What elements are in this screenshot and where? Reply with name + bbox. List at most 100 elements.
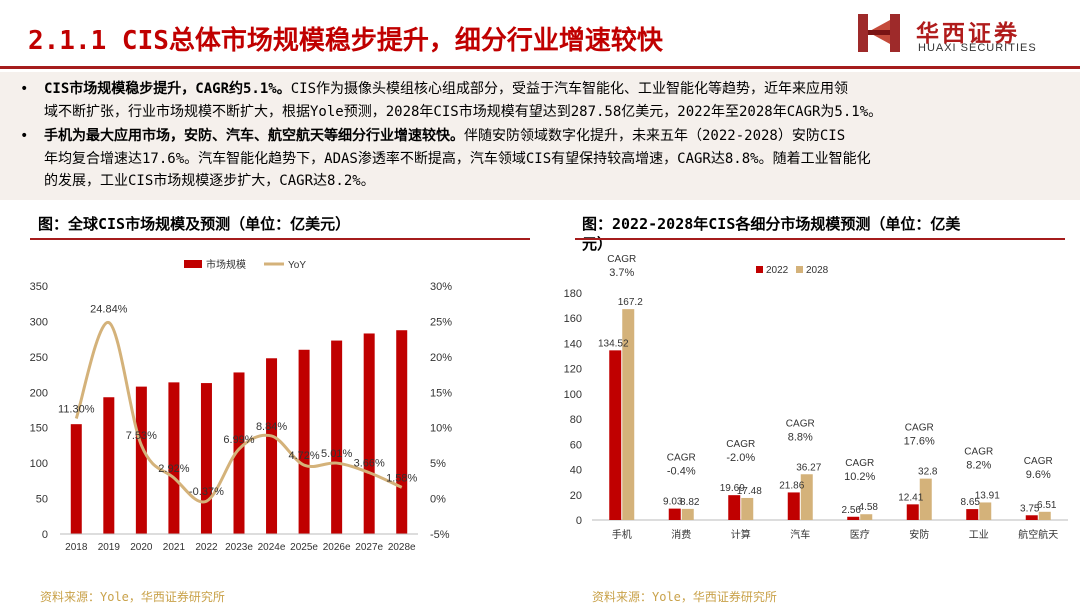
market-size-bar (135, 386, 147, 534)
y-axis-tick-label: 140 (564, 338, 582, 350)
data-label-2028: 13.91 (975, 490, 1000, 501)
bar-2028 (979, 502, 992, 520)
market-size-bar (103, 397, 115, 534)
y-axis-tick-label: 160 (564, 313, 582, 325)
data-label-2022: 8.65 (961, 497, 981, 508)
legend-label-yoy: YoY (288, 260, 306, 271)
x-axis-tick-label: 2020 (130, 542, 153, 553)
market-size-bar (298, 349, 310, 534)
data-label-2022: 2.56 (842, 505, 862, 516)
cagr-value: 10.2% (844, 471, 875, 483)
left-axis-tick-label: 150 (30, 423, 48, 435)
legend-swatch-2022 (756, 266, 763, 273)
bullet-2-line-3: 的发展，工业CIS市场规模逐步扩大，CAGR达8.2%。 (44, 173, 375, 189)
category-label: 安防 (909, 528, 929, 541)
right-chart-divider (575, 238, 1065, 240)
data-label-2022: 9.03 (663, 497, 683, 508)
x-axis-tick-label: 2018 (65, 542, 88, 553)
y-axis-tick-label: 80 (570, 414, 582, 426)
data-label-2022: 3.75 (1020, 503, 1040, 514)
bar-2028 (1038, 511, 1051, 520)
data-label-2028: 4.58 (859, 502, 879, 513)
legend-swatch-market-size (184, 260, 202, 268)
page-title: 2.1.1 CIS总体市场规模稳步提升，细分行业增速较快 (28, 26, 663, 56)
left-axis-tick-label: 200 (30, 387, 48, 399)
bar-2028 (741, 497, 754, 520)
bar-2022 (787, 492, 800, 520)
yoy-line (74, 321, 403, 504)
legend-swatch-2028 (796, 266, 803, 273)
cagr-value: -2.0% (726, 452, 755, 464)
left-axis-tick-label: 0 (42, 529, 48, 541)
bar-2028 (800, 474, 813, 520)
data-label-2028: 17.48 (737, 486, 762, 497)
right-axis-tick-label: -5% (430, 529, 450, 541)
legend-label-2028: 2028 (806, 265, 829, 276)
left-axis-tick-label: 50 (36, 494, 48, 506)
cagr-label: CAGR (845, 458, 874, 469)
x-axis-tick-label: 2027e (355, 542, 383, 553)
left-source-note: 资料来源：Yole，华西证券研究所 (40, 590, 225, 604)
yoy-data-label: 5.01% (321, 448, 352, 460)
right-axis-tick-label: 20% (430, 352, 452, 364)
data-label-2028: 8.82 (680, 497, 700, 508)
bullet-dot-icon: • (20, 128, 29, 144)
left-axis-tick-label: 250 (30, 352, 48, 364)
yoy-data-label: 6.99% (223, 434, 254, 446)
bullet-1-bold: CIS市场规模稳步提升，CAGR约5.1%。 (44, 81, 291, 97)
cagr-value: -0.4% (667, 466, 696, 478)
yoy-data-label: 7.53% (126, 430, 157, 442)
data-label-2028: 167.2 (618, 297, 643, 308)
bullet-1-line-1: CIS作为摄像头模组核心组成部分，受益于汽车智能化、工业智能化等趋势，近年来应用… (290, 81, 849, 97)
category-label: 工业 (969, 529, 989, 541)
data-label-2028: 32.8 (918, 467, 938, 478)
cagr-value: 8.8% (788, 431, 813, 443)
bar-2022 (966, 509, 979, 520)
cagr-label: CAGR (905, 423, 934, 434)
left-axis-tick-label: 300 (30, 316, 48, 328)
cagr-value: 8.2% (966, 459, 991, 471)
legend-label-2022: 2022 (766, 265, 789, 276)
bullet-2-bold: 手机为最大应用市场，安防、汽车、航空航天等细分行业增速较快。 (44, 128, 464, 144)
category-label: 航空航天 (1018, 528, 1058, 541)
right-source-note: 资料来源：Yole，华西证券研究所 (592, 590, 777, 604)
x-axis-tick-label: 2021 (163, 542, 186, 553)
yoy-data-label: 1.58% (386, 472, 417, 484)
data-label-2028: 36.27 (796, 462, 821, 473)
category-label: 计算 (731, 528, 751, 541)
category-label: 汽车 (790, 528, 810, 541)
y-axis-tick-label: 120 (564, 364, 582, 376)
left-axis-tick-label: 100 (30, 458, 48, 470)
bar-2028 (622, 309, 635, 520)
y-axis-tick-label: 40 (570, 465, 582, 477)
right-axis-tick-label: 0% (430, 494, 446, 506)
cagr-label: CAGR (964, 446, 993, 457)
yoy-data-label: 24.84% (90, 304, 128, 316)
bar-2022 (668, 508, 681, 520)
x-axis-tick-label: 2019 (98, 542, 121, 553)
x-axis-tick-label: 2025e (290, 542, 318, 553)
cagr-value: 9.6% (1026, 469, 1051, 481)
bar-2028 (681, 508, 694, 520)
right-chart-title: 图：2022-2028年CIS各细分市场规模预测（单位：亿美 元） (582, 214, 1052, 254)
yoy-data-label: -0.37% (189, 486, 224, 498)
right-axis-tick-label: 5% (430, 458, 446, 470)
cagr-label: CAGR (726, 439, 755, 450)
bar-2022 (847, 516, 860, 520)
data-label-2022: 19.69 (720, 483, 745, 494)
right-axis-tick-label: 15% (430, 387, 452, 399)
left-chart-title: 图：全球CIS市场规模及预测（单位：亿美元） (38, 215, 351, 233)
market-size-bar (396, 330, 408, 534)
data-label-2022: 12.41 (898, 492, 923, 503)
yoy-data-label: 2.92% (158, 463, 189, 475)
yoy-data-label: 4.72% (288, 450, 319, 462)
right-chart: 2022 2028 0 20 40 60 80 100 120 140 160 180 134.52 16… (564, 254, 1068, 541)
x-axis-tick-label: 2022 (195, 542, 218, 553)
market-size-bar (363, 333, 375, 534)
y-axis-tick-label: 100 (564, 389, 582, 401)
market-size-bar (331, 340, 343, 534)
cagr-label: CAGR (1024, 456, 1053, 467)
bar-2022 (906, 504, 919, 520)
y-axis-tick-label: 60 (570, 439, 582, 451)
logo-chinese-name: 华西证券 (916, 21, 1020, 47)
